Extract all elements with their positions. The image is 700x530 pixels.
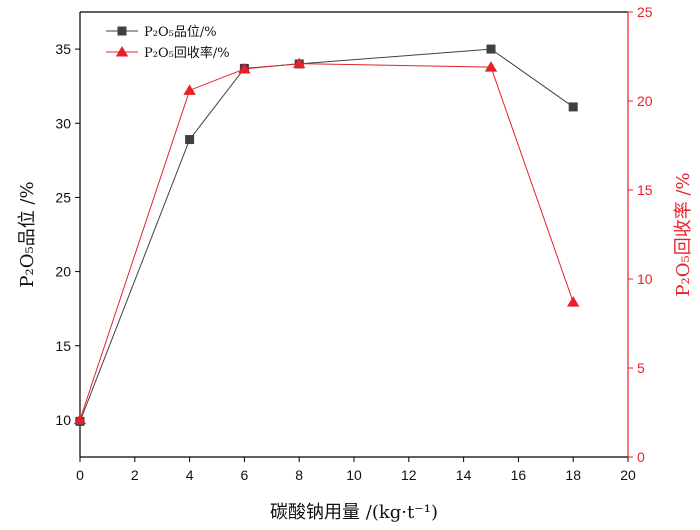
y-left-tick-label: 25 [55, 189, 71, 205]
ticks-group: 0 2 4 6 8 10 12 14 16 18 20 10 15 20 25 30 35 0 5 10 15 20 25 [55, 4, 652, 483]
y-right-tick-label: 15 [637, 182, 653, 198]
x-tick-label: 0 [76, 467, 84, 483]
series-2-point [484, 61, 498, 72]
x-tick-label: 20 [620, 467, 636, 483]
series-line-2 [79, 63, 574, 420]
legend-marker-1 [117, 26, 127, 36]
legend-marker-2 [115, 46, 129, 57]
series-markers-group [73, 44, 580, 426]
y-right-tick-label: 20 [637, 93, 653, 109]
x-tick-label: 2 [131, 467, 139, 483]
series-line-1 [79, 48, 574, 422]
y-left-tick-label: 35 [55, 41, 71, 57]
y-left-tick-label: 10 [55, 412, 71, 428]
x-tick-label: 16 [511, 467, 527, 483]
x-tick-label: 6 [241, 467, 249, 483]
x-tick-label: 12 [401, 467, 417, 483]
y-axis-right-title: P₂O₅回收率 /% [673, 172, 694, 296]
series-1-point [486, 44, 496, 54]
series-lines-group [79, 48, 574, 422]
legend-label-1: P₂O₅品位/% [144, 25, 217, 40]
legend: P₂O₅品位/% P₂O₅回收率/% [106, 25, 230, 61]
y-left-tick-label: 20 [55, 264, 71, 280]
y-right-tick-label: 0 [637, 449, 645, 465]
y-axis-left-title: P₂O₅品位 /% [17, 181, 38, 287]
x-tick-label: 14 [456, 467, 472, 483]
series-2-point [183, 84, 196, 95]
x-tick-label: 18 [565, 467, 581, 483]
series-2-point [567, 296, 580, 307]
x-tick-label: 4 [186, 467, 194, 483]
series-1-point [568, 102, 578, 112]
series-2-point [238, 62, 251, 74]
y-left-tick-label: 30 [55, 115, 71, 131]
x-tick-label: 10 [346, 467, 362, 483]
y-right-tick-label: 5 [637, 360, 645, 376]
x-axis-title: 碳酸钠用量 /(kg·t⁻¹) [270, 502, 438, 523]
series-1-point [185, 135, 195, 145]
y-left-tick-label: 15 [55, 338, 71, 354]
series-2-point [293, 57, 306, 69]
series-2-point [73, 413, 87, 425]
y-right-tick-label: 25 [637, 4, 653, 20]
x-tick-label: 8 [295, 467, 303, 483]
axes-group [79, 11, 629, 458]
y-right-tick-label: 10 [637, 271, 653, 287]
legend-label-2: P₂O₅回收率/% [144, 45, 230, 61]
